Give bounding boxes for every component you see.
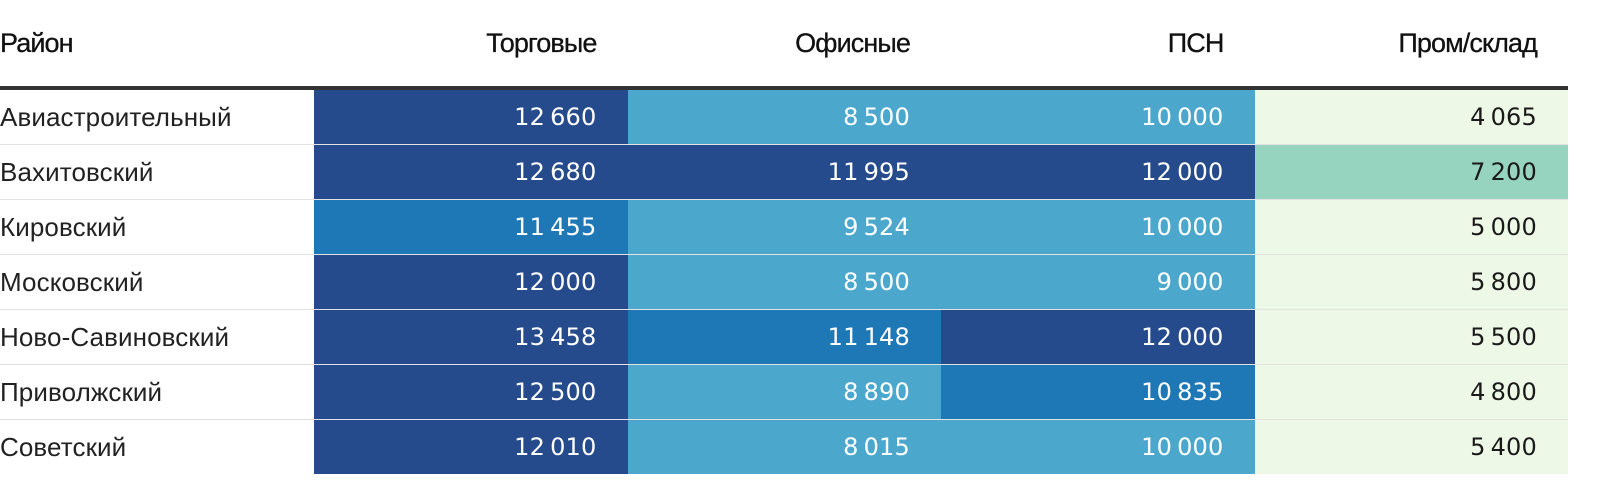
- heatmap-cell: 8 500: [627, 254, 941, 310]
- heatmap-cell: 12 000: [941, 144, 1255, 200]
- heatmap-cell: 5 400: [1254, 419, 1568, 474]
- heatmap-cell: 12 660: [314, 88, 628, 145]
- heatmap-cell: 4 065: [1254, 88, 1568, 145]
- heatmap-cell: 11 995: [627, 144, 941, 200]
- heatmap-cell: 5 000: [1254, 199, 1568, 255]
- district-name: Авиастроительный: [0, 88, 314, 145]
- table-body: Авиастроительный 12 660 8 500 10 000 4 065 Ва…: [0, 88, 1568, 474]
- table-row: Кировский 11 455 9 524 10 000 5 000: [0, 199, 1568, 255]
- heatmap-cell: 10 835: [941, 364, 1255, 420]
- table-row: Московский 12 000 8 500 9 000 5 800: [0, 254, 1568, 310]
- heatmap-cell: 5 800: [1254, 254, 1568, 310]
- table-row: Советский 12 010 8 015 10 000 5 400: [0, 419, 1568, 474]
- table-row: Ново-Савиновский 13 458 11 148 12 000 5 500: [0, 309, 1568, 365]
- heatmap-cell: 12 000: [941, 309, 1255, 365]
- heatmap-cell: 12 010: [314, 419, 628, 474]
- heatmap-cell: 12 000: [314, 254, 628, 310]
- table-row: Вахитовский 12 680 11 995 12 000 7 200: [0, 144, 1568, 200]
- table-row: Приволжский 12 500 8 890 10 835 4 800: [0, 364, 1568, 420]
- heatmap-cell: 12 500: [314, 364, 628, 420]
- district-name: Советский: [0, 419, 314, 474]
- district-name: Приволжский: [0, 364, 314, 420]
- district-name: Вахитовский: [0, 144, 314, 200]
- column-header-district: Район: [0, 0, 314, 90]
- heatmap-cell: 10 000: [941, 419, 1255, 474]
- heatmap-cell: 8 015: [627, 419, 941, 474]
- heatmap-cell: 10 000: [941, 199, 1255, 255]
- column-header-psn: ПСН: [941, 0, 1255, 90]
- column-header-industrial-warehouse: Пром/склад: [1254, 0, 1568, 90]
- heatmap-cell: 9 000: [941, 254, 1255, 310]
- table-header: Район Торговые Офисные ПСН Пром/склад: [0, 0, 1568, 90]
- table-row: Авиастроительный 12 660 8 500 10 000 4 065: [0, 88, 1568, 145]
- heatmap-table: Район Торговые Офисные ПСН Пром/склад Ав…: [0, 0, 1568, 474]
- heatmap-cell: 11 148: [627, 309, 941, 365]
- column-header-retail: Торговые: [314, 0, 628, 90]
- district-name: Московский: [0, 254, 314, 310]
- heatmap-cell: 8 890: [627, 364, 941, 420]
- heatmap-cell: 5 500: [1254, 309, 1568, 365]
- district-name: Ново-Савиновский: [0, 309, 314, 365]
- heatmap-cell: 11 455: [314, 199, 628, 255]
- header-row: Район Торговые Офисные ПСН Пром/склад: [0, 0, 1568, 90]
- heatmap-cell: 13 458: [314, 309, 628, 365]
- district-name: Кировский: [0, 199, 314, 255]
- column-header-office: Офисные: [627, 0, 941, 90]
- heatmap-cell: 9 524: [627, 199, 941, 255]
- heatmap-cell: 8 500: [627, 88, 941, 145]
- heatmap-cell: 12 680: [314, 144, 628, 200]
- heatmap-cell: 10 000: [941, 88, 1255, 145]
- heatmap-cell: 4 800: [1254, 364, 1568, 420]
- heatmap-cell: 7 200: [1254, 144, 1568, 200]
